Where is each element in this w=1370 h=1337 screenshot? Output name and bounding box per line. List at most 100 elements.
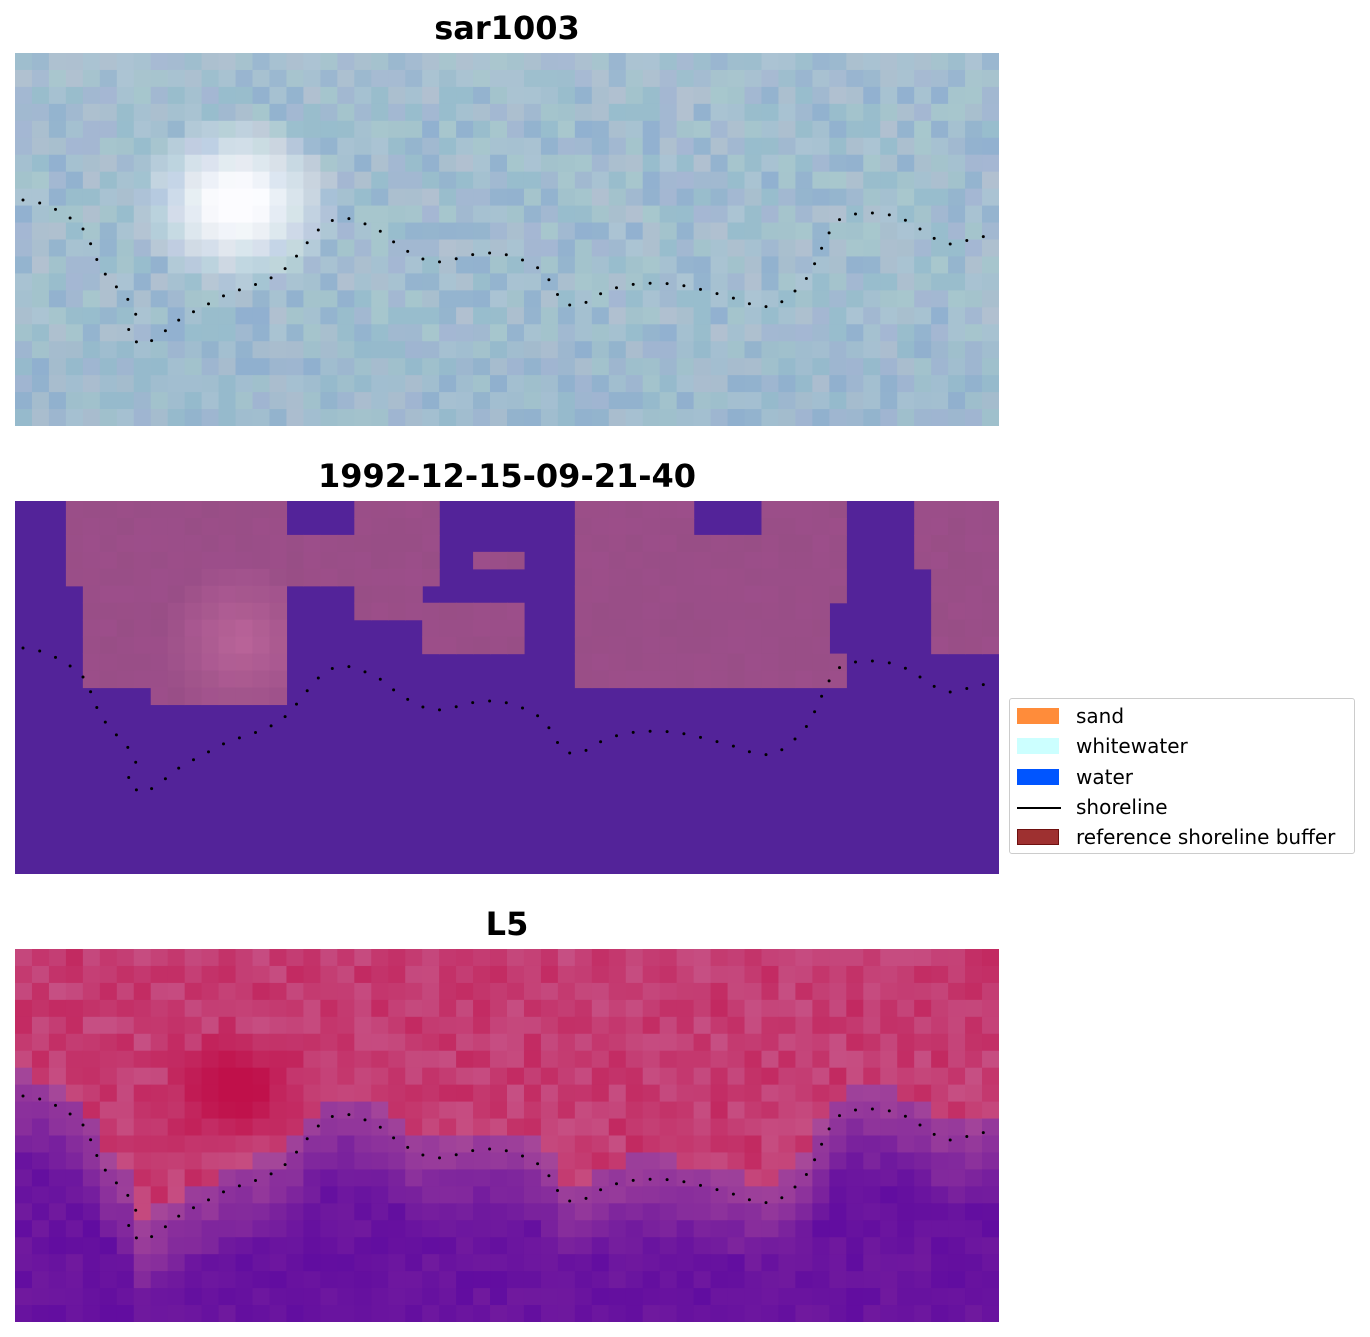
- index-pixel: [201, 1220, 220, 1238]
- rgb-pixel: [829, 375, 847, 393]
- rgb-pixel: [659, 239, 678, 258]
- shoreline-dot: [827, 679, 831, 683]
- rgb-pixel: [150, 154, 169, 173]
- rgb-pixel: [167, 273, 186, 291]
- index-pixel: [591, 999, 610, 1018]
- index-pixel: [880, 1152, 898, 1170]
- rgb-pixel: [371, 154, 389, 173]
- land-class-pixel: [371, 568, 389, 587]
- rgb-pixel: [354, 103, 372, 122]
- rgb-pixel: [557, 290, 576, 308]
- land-class-pixel: [473, 619, 491, 638]
- rgb-pixel: [31, 171, 50, 190]
- land-class-pixel: [184, 585, 203, 604]
- index-pixel: [201, 1169, 220, 1187]
- index-pixel: [388, 999, 406, 1018]
- index-pixel: [439, 1220, 457, 1238]
- index-pixel: [303, 949, 321, 967]
- land-class-pixel: [948, 568, 966, 587]
- index-pixel: [48, 1067, 67, 1086]
- index-pixel: [405, 1237, 423, 1255]
- rgb-pixel: [422, 69, 440, 88]
- index-pixel: [405, 1067, 423, 1086]
- index-pixel: [761, 1169, 780, 1187]
- rgb-pixel: [65, 137, 84, 156]
- shoreline-dot: [932, 1132, 936, 1136]
- rgb-pixel: [574, 409, 593, 426]
- rgb-pixel: [456, 375, 474, 393]
- rgb-pixel: [982, 358, 999, 376]
- land-class-pixel: [659, 534, 678, 553]
- rgb-pixel: [523, 137, 542, 156]
- land-class-pixel: [201, 534, 220, 553]
- index-pixel: [439, 1169, 457, 1187]
- rgb-pixel: [201, 341, 220, 359]
- rgb-pixel: [354, 154, 372, 173]
- index-pixel: [286, 1101, 305, 1120]
- rgb-pixel: [65, 120, 84, 139]
- shoreline-dot: [747, 302, 751, 306]
- index-pixel: [473, 1169, 491, 1187]
- index-pixel: [507, 1050, 525, 1069]
- index-pixel: [574, 1203, 593, 1221]
- land-class-pixel: [642, 619, 661, 638]
- rgb-pixel: [778, 171, 797, 190]
- index-pixel: [422, 1101, 440, 1120]
- index-pixel: [931, 965, 949, 984]
- rgb-pixel: [982, 222, 999, 241]
- index-pixel: [337, 1305, 355, 1322]
- index-pixel: [405, 1016, 423, 1035]
- rgb-pixel: [659, 290, 678, 308]
- index-pixel: [235, 1186, 254, 1204]
- legend-item-sand: sand: [1016, 704, 1354, 734]
- index-pixel: [48, 1288, 67, 1306]
- index-pixel: [235, 1084, 254, 1103]
- rgb-pixel: [422, 341, 440, 359]
- index-pixel: [184, 1169, 203, 1187]
- index-pixel: [727, 1271, 746, 1289]
- land-class-pixel: [744, 636, 763, 655]
- index-pixel: [99, 1033, 118, 1052]
- land-class-pixel: [914, 534, 932, 553]
- index-pixel: [778, 1152, 797, 1170]
- rgb-pixel: [456, 69, 474, 88]
- rgb-pixel: [948, 103, 966, 122]
- index-pixel: [507, 999, 525, 1018]
- rgb-pixel: [48, 69, 67, 88]
- rgb-pixel: [693, 239, 712, 258]
- index-pixel: [710, 999, 729, 1018]
- rgb-pixel: [82, 409, 101, 426]
- rgb-pixel: [218, 137, 237, 156]
- index-pixel: [371, 982, 389, 1001]
- rgb-pixel: [965, 341, 983, 359]
- index-pixel: [931, 982, 949, 1001]
- rgb-pixel: [116, 53, 135, 71]
- index-pixel: [65, 949, 84, 967]
- index-pixel: [574, 1033, 593, 1052]
- rgb-pixel: [829, 307, 847, 325]
- rgb-pixel: [574, 53, 593, 71]
- index-pixel: [167, 1254, 186, 1272]
- shoreline-dot: [665, 1178, 669, 1182]
- land-class-pixel: [252, 636, 271, 655]
- index-pixel: [931, 1254, 949, 1272]
- index-pixel: [761, 1050, 780, 1069]
- rgb-pixel: [676, 86, 695, 105]
- land-class-pixel: [982, 517, 999, 536]
- index-pixel: [473, 1220, 491, 1238]
- index-pixel: [439, 1135, 457, 1154]
- land-class-pixel: [235, 501, 254, 519]
- shoreline-dot: [134, 1208, 138, 1212]
- index-pixel: [846, 982, 864, 1001]
- rgb-pixel: [15, 239, 33, 258]
- rgb-pixel: [507, 69, 525, 88]
- index-pixel: [693, 1067, 712, 1086]
- land-class-pixel: [116, 602, 135, 621]
- land-class-pixel: [625, 551, 644, 570]
- rgb-pixel: [269, 69, 288, 88]
- shoreline-dot: [222, 742, 225, 746]
- index-pixel: [82, 1186, 101, 1204]
- index-pixel: [812, 1084, 830, 1103]
- index-pixel: [710, 1016, 729, 1035]
- land-class-pixel: [948, 602, 966, 621]
